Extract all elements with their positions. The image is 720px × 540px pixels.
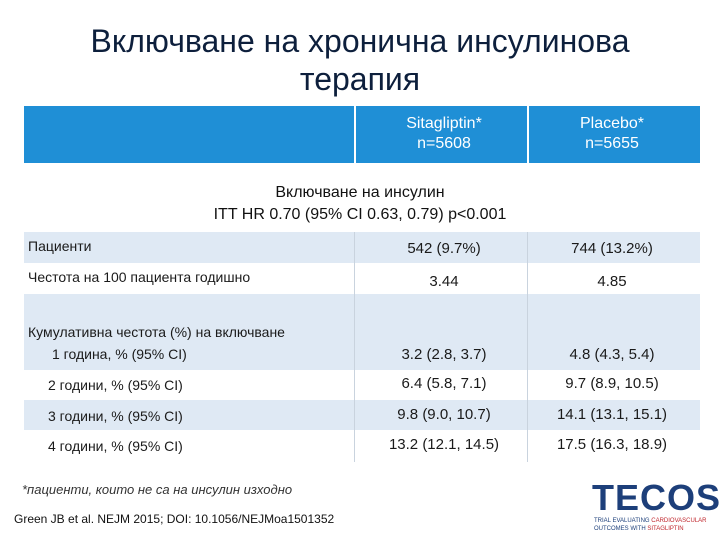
placebo-value: 17.5 (16.3, 18.9) <box>556 436 668 453</box>
logo-sub-part: CARDIOVASCULAR <box>651 518 707 524</box>
placebo-value: 744 (13.2%) <box>571 240 653 257</box>
column-divider <box>527 232 528 462</box>
header-placebo-name: Placebo* <box>579 115 645 132</box>
sitagliptin-value: 542 (9.7%) <box>407 240 481 257</box>
placebo-value: 9.7 (8.9, 10.5) <box>565 375 659 392</box>
placebo-value: 14.1 (13.1, 15.1) <box>556 406 668 423</box>
citation: Green JB et al. NEJM 2015; DOI: 10.1056/… <box>14 512 335 526</box>
sitagliptin-value: 3.44 <box>429 273 459 290</box>
page-title: Включване на хронична инсулинова терапия <box>0 22 720 98</box>
footnote: *пациенти, които не са на инсулин изходн… <box>22 482 293 497</box>
table-row: 4 години, % (95% CI) 13.2 (12.1, 14.5) 1… <box>24 430 700 462</box>
row-label: 2 години, % (95% CI) <box>48 377 183 393</box>
table-row: Пациенти 542 (9.7%) 744 (13.2%) <box>24 232 700 263</box>
placebo-value: 4.85 <box>597 273 627 290</box>
row-label: Пациенти <box>28 238 92 254</box>
logo-text: TECOS <box>592 477 720 518</box>
table-row: Честота на 100 пациента годишно 3.44 4.8… <box>24 263 700 294</box>
header-sitagliptin: Sitagliptin* n=5608 <box>354 114 534 154</box>
row-label: Честота на 100 пациента годишно <box>28 269 251 285</box>
subtitle-line-1: Включване на инсулин <box>275 184 445 201</box>
table-row: 3 години, % (95% CI) 9.8 (9.0, 10.7) 14.… <box>24 400 700 430</box>
tecos-logo: TECOS TRIAL EVALUATING CARDIOVASCULAR OU… <box>592 478 720 534</box>
logo-subtitle-1: TRIAL EVALUATING CARDIOVASCULAR <box>594 518 706 524</box>
table-row: Кумулативна честота (%) на включване 1 г… <box>24 294 700 370</box>
header-divider <box>354 106 356 163</box>
row-label: 1 година, % (95% CI) <box>52 346 187 362</box>
table-header-bar: Sitagliptin* n=5608 Placebo* n=5655 <box>24 106 700 163</box>
row-label: 3 години, % (95% CI) <box>48 408 183 424</box>
logo-sub-part: TRIAL EVALUATING <box>594 518 652 524</box>
section-subtitle: Включване на инсулин ITT HR 0.70 (95% CI… <box>0 182 720 226</box>
logo-sub-part: OUTCOMES WITH <box>594 526 648 532</box>
table-row: 2 години, % (95% CI) 6.4 (5.8, 7.1) 9.7 … <box>24 370 700 400</box>
sitagliptin-value: 9.8 (9.0, 10.7) <box>397 406 491 423</box>
header-placebo-n: n=5655 <box>585 135 639 152</box>
title-line-1: Включване на хронична инсулинова <box>90 23 630 59</box>
header-divider <box>527 106 529 163</box>
sitagliptin-value: 3.2 (2.8, 3.7) <box>401 346 487 363</box>
placebo-value: 4.8 (4.3, 5.4) <box>569 346 655 363</box>
header-sitagliptin-n: n=5608 <box>417 135 471 152</box>
logo-sub-part: SITAGLIPTIN <box>647 526 684 532</box>
sitagliptin-value: 6.4 (5.8, 7.1) <box>401 375 487 392</box>
row-label: Кумулативна честота (%) на включване <box>28 324 285 340</box>
column-divider <box>354 232 355 462</box>
sitagliptin-value: 13.2 (12.1, 14.5) <box>388 436 500 453</box>
subtitle-line-2: ITT HR 0.70 (95% CI 0.63, 0.79) p<0.001 <box>213 206 507 223</box>
logo-subtitle-2: OUTCOMES WITH SITAGLIPTIN <box>594 526 684 532</box>
row-label: 4 години, % (95% CI) <box>48 438 183 454</box>
header-sitagliptin-name: Sitagliptin* <box>406 115 482 132</box>
header-placebo: Placebo* n=5655 <box>527 114 697 154</box>
title-line-2: терапия <box>299 61 421 97</box>
